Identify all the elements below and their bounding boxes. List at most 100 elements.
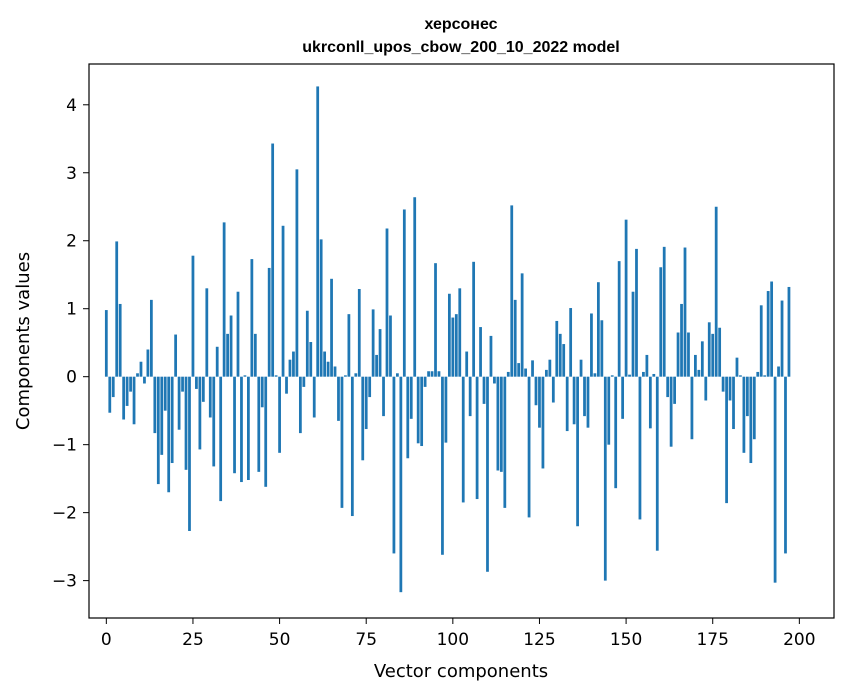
bar xyxy=(524,368,527,377)
bar xyxy=(399,376,403,593)
x-tick-label: 125 xyxy=(523,630,555,650)
bar xyxy=(690,376,694,440)
bar xyxy=(389,315,392,377)
bar xyxy=(357,289,361,377)
bar xyxy=(787,286,791,377)
bar xyxy=(396,373,399,377)
bar xyxy=(707,322,711,377)
bar xyxy=(378,329,382,377)
bar xyxy=(583,376,586,417)
bar xyxy=(104,310,108,377)
bar xyxy=(205,288,209,377)
y-tick-label: 2 xyxy=(66,232,77,252)
bar xyxy=(600,320,604,377)
bar xyxy=(687,332,690,377)
y-tick-label: 0 xyxy=(66,368,77,388)
bar xyxy=(517,363,521,377)
bar xyxy=(493,376,496,384)
bar xyxy=(513,299,517,377)
bar xyxy=(326,361,330,377)
bar xyxy=(430,371,434,377)
bar xyxy=(385,228,389,377)
bar xyxy=(659,267,663,377)
bar xyxy=(558,333,562,377)
bar xyxy=(153,376,157,434)
bar xyxy=(482,376,486,404)
bar xyxy=(347,314,351,377)
bar xyxy=(711,333,715,377)
bar xyxy=(444,376,448,443)
bar xyxy=(725,376,728,504)
y-tick-label: −1 xyxy=(52,436,77,456)
bar xyxy=(195,376,198,389)
bar xyxy=(680,303,683,377)
bar xyxy=(250,259,254,377)
bar xyxy=(673,376,676,404)
y-tick-label: 3 xyxy=(66,164,77,184)
bars-group xyxy=(104,86,791,593)
bar xyxy=(208,376,212,418)
bar xyxy=(555,320,559,377)
y-axis-label: Components values xyxy=(13,252,34,430)
bar xyxy=(596,282,600,377)
bar xyxy=(260,376,264,408)
bar xyxy=(406,376,410,459)
bar xyxy=(295,169,299,377)
bar xyxy=(434,263,437,377)
bar xyxy=(766,291,770,377)
bar xyxy=(201,376,205,402)
bar xyxy=(143,376,146,384)
x-tick-label: 50 xyxy=(269,630,291,650)
bar xyxy=(264,376,268,487)
bar xyxy=(475,376,479,500)
bar xyxy=(316,86,320,377)
bar xyxy=(156,376,160,485)
bar xyxy=(149,299,153,377)
bar xyxy=(496,376,500,471)
bar xyxy=(610,375,614,377)
bar xyxy=(118,303,122,377)
bar xyxy=(215,346,219,377)
bar xyxy=(364,376,368,430)
bar xyxy=(714,206,718,377)
bar xyxy=(749,376,753,464)
bar xyxy=(253,333,257,377)
bar xyxy=(236,291,240,377)
bar xyxy=(662,246,666,377)
bar xyxy=(721,376,725,392)
bar xyxy=(212,376,216,467)
bar xyxy=(368,376,372,398)
bar xyxy=(323,351,327,377)
bar xyxy=(465,351,469,377)
bar xyxy=(472,261,476,377)
x-axis-label: Vector components xyxy=(374,661,548,682)
bar xyxy=(756,371,760,377)
bar xyxy=(579,359,583,377)
bar xyxy=(451,317,455,377)
bar xyxy=(732,376,735,430)
bar xyxy=(184,376,188,470)
bar xyxy=(718,327,722,377)
bar xyxy=(700,341,704,377)
bar xyxy=(163,376,167,411)
bar xyxy=(669,376,673,447)
bar xyxy=(312,376,316,418)
x-axis-ticks: 0 25 50 75 100 125 150 175 200 xyxy=(101,618,816,650)
bar xyxy=(108,376,112,413)
y-axis-ticks: −3 −2 −1 0 1 2 3 4 xyxy=(52,96,89,592)
plot-frame xyxy=(88,63,835,619)
bar xyxy=(409,376,413,419)
bar xyxy=(288,359,292,377)
bar xyxy=(132,376,136,425)
chart-subtitle: ukrconll_upos_cbow_200_10_2022 model xyxy=(302,39,619,56)
bar xyxy=(586,376,590,428)
bar xyxy=(652,373,656,377)
bar xyxy=(486,376,489,572)
bar xyxy=(305,310,309,377)
x-tick-label: 175 xyxy=(696,630,728,650)
bar xyxy=(617,261,621,377)
bar xyxy=(538,376,541,428)
bar xyxy=(645,354,649,377)
bar xyxy=(745,376,749,417)
